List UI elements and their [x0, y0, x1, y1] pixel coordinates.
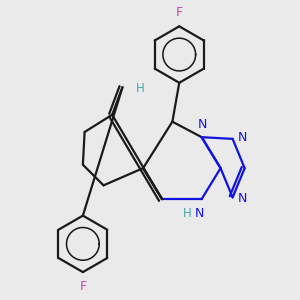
Text: N: N [238, 192, 248, 205]
Text: F: F [176, 6, 183, 19]
Text: N: N [238, 131, 248, 144]
Text: N: N [195, 207, 205, 220]
Text: H: H [136, 82, 144, 95]
Text: H: H [183, 207, 192, 220]
Text: N: N [198, 118, 207, 131]
Text: F: F [79, 280, 86, 293]
